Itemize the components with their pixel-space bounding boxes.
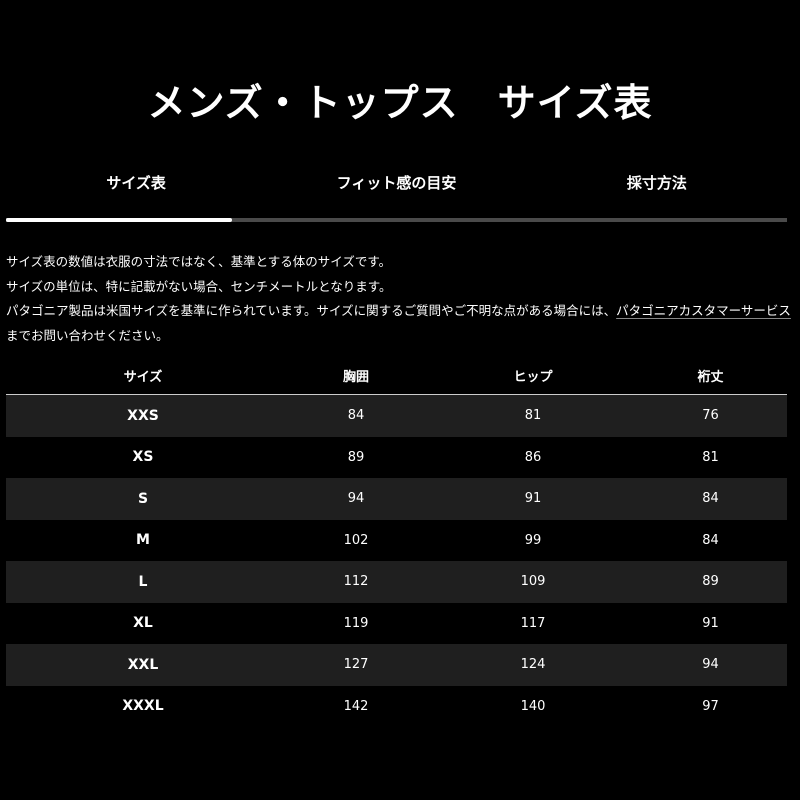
size-table: サイズ 胸囲 ヒップ 裄丈 XXS 84 81 76 XS 89 86 81 S 94 91 84 M 102 9… <box>6 356 787 727</box>
note-line: サイズ表の数値は衣服の寸法ではなく、基準とする体のサイズです。 <box>6 254 392 269</box>
measurement-cell: 84 <box>702 491 719 507</box>
measurement-cell: 117 <box>520 615 546 631</box>
size-cell: M <box>136 532 150 549</box>
size-cell: XS <box>132 449 154 466</box>
table-row: XL 119 117 91 <box>6 603 787 645</box>
customer-service-link[interactable]: パタゴニアカスタマーサービス <box>616 303 791 318</box>
tab-how-to-measure[interactable]: 採寸方法 <box>626 174 687 192</box>
page-title: メンズ・トップス サイズ表 <box>147 81 653 125</box>
tab-fit-guide[interactable]: フィット感の目安 <box>336 174 457 192</box>
table-row: XS 89 86 81 <box>6 437 787 479</box>
size-cell: XXXL <box>122 698 164 715</box>
measurement-cell: 89 <box>702 574 719 590</box>
table-row: S 94 91 84 <box>6 478 787 520</box>
column-header: サイズ <box>6 356 280 395</box>
measurement-cell: 140 <box>520 698 546 714</box>
column-header: 胸囲 <box>280 356 432 395</box>
measurement-cell: 112 <box>343 574 369 590</box>
size-cell: XL <box>133 615 153 632</box>
measurement-cell: 91 <box>702 615 719 631</box>
table-row: XXXL 142 140 97 <box>6 686 787 728</box>
measurement-cell: 119 <box>343 615 369 631</box>
measurement-cell: 97 <box>702 698 719 714</box>
tab-size-chart[interactable]: サイズ表 <box>106 174 166 192</box>
tab-bar: サイズ表 フィット感の目安 採寸方法 <box>6 172 787 193</box>
measurement-cell: 76 <box>702 408 719 424</box>
size-notes: サイズ表の数値は衣服の寸法ではなく、基準とする体のサイズです。 サイズの単位は、… <box>6 250 791 348</box>
note-text: までお問い合わせください。 <box>6 327 169 343</box>
table-row: XXS 84 81 76 <box>6 394 787 437</box>
table-header-row: サイズ 胸囲 ヒップ 裄丈 <box>6 356 787 395</box>
size-cell: S <box>137 490 149 507</box>
table-row: M 102 99 84 <box>6 520 787 562</box>
measurement-cell: 89 <box>347 449 365 465</box>
table-row: XXL 127 124 94 <box>6 644 787 686</box>
table-row: L 112 109 89 <box>6 561 787 603</box>
note-line: パタゴニア製品は米国サイズを基準に作られています。サイズに関するご質問やご不明な… <box>6 299 791 348</box>
column-header: ヒップ <box>432 356 634 395</box>
measurement-cell: 142 <box>343 698 369 714</box>
note-text: パタゴニア製品は米国サイズを基準に作られています。サイズに関するご質問やご不明な… <box>6 303 617 318</box>
measurement-cell: 94 <box>702 657 719 673</box>
size-cell: XXS <box>127 407 159 424</box>
column-header: 裄丈 <box>634 356 787 395</box>
size-cell: L <box>138 573 148 590</box>
size-cell: XXL <box>127 656 159 673</box>
measurement-cell: 81 <box>524 408 542 424</box>
tab-indicator <box>6 218 233 222</box>
measurement-cell: 109 <box>520 574 546 590</box>
note-line: サイズの単位は、特に記載がない場合、センチメートルとなります。 <box>6 278 392 294</box>
measurement-cell: 124 <box>520 657 546 673</box>
measurement-cell: 99 <box>524 532 542 548</box>
measurement-cell: 84 <box>702 532 719 548</box>
measurement-cell: 84 <box>347 408 365 424</box>
tab-indicator-track <box>6 218 787 222</box>
measurement-cell: 86 <box>524 449 542 465</box>
measurement-cell: 94 <box>347 491 365 507</box>
measurement-cell: 81 <box>702 449 719 465</box>
measurement-cell: 102 <box>343 532 369 548</box>
measurement-cell: 127 <box>343 657 369 673</box>
measurement-cell: 91 <box>524 491 542 507</box>
